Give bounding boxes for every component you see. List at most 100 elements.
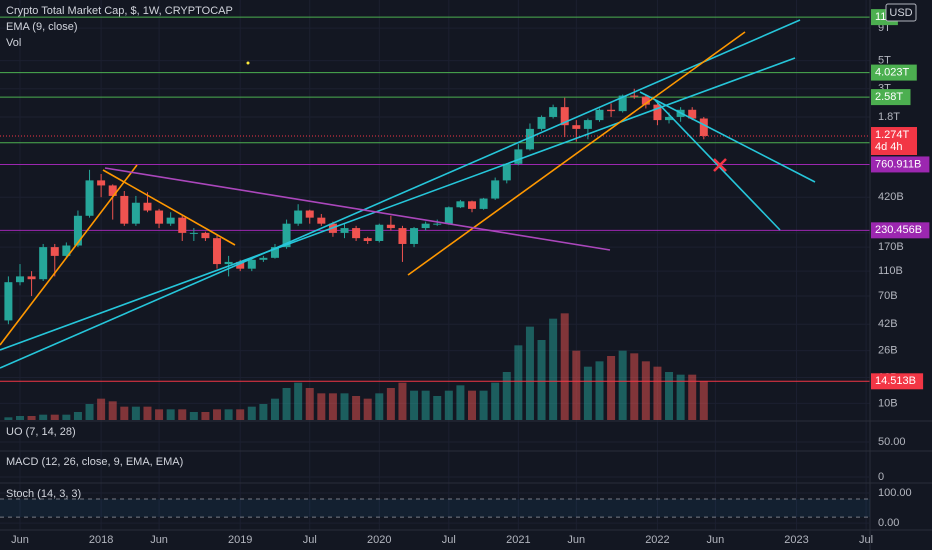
volume-bar xyxy=(549,318,558,420)
candle-body xyxy=(641,96,650,105)
candle-body xyxy=(502,163,511,181)
volume-bar xyxy=(213,409,222,420)
trend-line xyxy=(639,91,816,183)
candle-body xyxy=(166,217,175,224)
currency-box[interactable] xyxy=(885,3,917,22)
level-tag xyxy=(871,222,930,239)
volume-bar xyxy=(468,390,476,420)
volume-bar xyxy=(340,393,349,420)
trend-line xyxy=(104,167,611,251)
x-tick-label: 2022 xyxy=(645,534,669,546)
candle-body xyxy=(560,107,569,126)
trend-line xyxy=(654,99,781,231)
y-tick-label: 170B xyxy=(878,241,904,253)
volume-bar xyxy=(525,326,534,420)
candle-body xyxy=(665,116,674,121)
candle-body xyxy=(688,109,697,119)
volume-bar xyxy=(688,374,697,420)
volume-bar xyxy=(352,396,361,420)
volume-bar xyxy=(699,381,708,420)
x-tick-label: Jun xyxy=(11,534,29,546)
volume-tag xyxy=(871,373,924,390)
volume-bar xyxy=(641,361,650,420)
candle-body xyxy=(398,228,407,244)
volume-bar xyxy=(607,356,616,420)
volume-bar xyxy=(328,393,337,420)
candle-body xyxy=(618,95,627,112)
volume-bar xyxy=(224,409,233,420)
x-tick-label: 2018 xyxy=(89,534,113,546)
candle-body xyxy=(595,109,604,121)
x-tick-label: 2019 xyxy=(228,534,252,546)
cross-marker xyxy=(713,158,727,172)
volume-bar xyxy=(247,406,256,420)
last-price-tag xyxy=(871,127,917,156)
candle-body xyxy=(583,120,592,129)
volume-bar xyxy=(270,398,279,420)
candle-body xyxy=(247,259,256,269)
volume-bar xyxy=(537,340,546,420)
candle-body xyxy=(213,238,222,265)
candle-body xyxy=(236,261,245,269)
candle-body xyxy=(468,201,476,209)
candle-body xyxy=(317,217,326,224)
candle-body xyxy=(62,245,71,256)
candle-body xyxy=(653,104,662,121)
trend-line xyxy=(102,169,236,246)
volume-bar xyxy=(143,406,152,420)
candle-body xyxy=(108,185,117,196)
candle-body xyxy=(155,210,164,224)
volume-bar xyxy=(15,416,24,420)
volume-bar xyxy=(27,416,36,420)
candle-body xyxy=(27,276,36,280)
x-tick-label: Jun xyxy=(707,534,725,546)
volume-bar xyxy=(502,372,511,420)
x-tick-label: 2020 xyxy=(367,534,391,546)
volume-bar xyxy=(630,353,639,420)
volume-bar xyxy=(375,393,384,420)
level-label: 4.023T xyxy=(875,66,910,78)
indicator-label: Vol xyxy=(6,37,21,49)
candle-body xyxy=(143,202,152,211)
candle-body xyxy=(491,180,500,199)
volume-bar xyxy=(282,388,291,420)
currency-label[interactable]: USD xyxy=(889,7,912,19)
level-tag xyxy=(871,156,930,173)
volume-bar xyxy=(456,385,465,420)
volume-bar xyxy=(73,412,82,420)
volume-bar xyxy=(653,366,662,420)
candle-body xyxy=(479,198,488,209)
volume-bar xyxy=(676,374,685,420)
y-tick-label: 110B xyxy=(878,265,903,277)
trend-line xyxy=(0,19,801,369)
candle-body xyxy=(525,128,534,150)
candle-body xyxy=(305,210,314,218)
candle-body xyxy=(444,207,453,224)
candle-body xyxy=(549,107,558,117)
candle-body xyxy=(375,224,384,241)
candle-body xyxy=(39,247,48,280)
volume-bar xyxy=(421,390,430,420)
candle-body xyxy=(630,95,639,97)
volume-bar xyxy=(583,366,592,420)
drawings xyxy=(0,19,816,369)
candle-body xyxy=(85,180,94,216)
volume-bar xyxy=(363,398,372,420)
volume-bar xyxy=(166,409,175,420)
candle-body xyxy=(433,223,442,225)
y-tick-label: 420B xyxy=(878,191,904,203)
candle-body xyxy=(201,232,210,239)
candle-body xyxy=(131,202,140,224)
pane-tick-label: 100.00 xyxy=(878,487,912,499)
volume-bar xyxy=(201,412,210,420)
volume-bar xyxy=(236,409,245,420)
candle-body xyxy=(189,232,198,234)
y-tick-label: 42B xyxy=(878,318,898,330)
candle-body xyxy=(572,125,581,129)
volume-bar xyxy=(618,350,627,420)
volume-bar xyxy=(386,388,395,420)
dot-marker xyxy=(246,61,250,65)
candle-body xyxy=(224,261,233,265)
